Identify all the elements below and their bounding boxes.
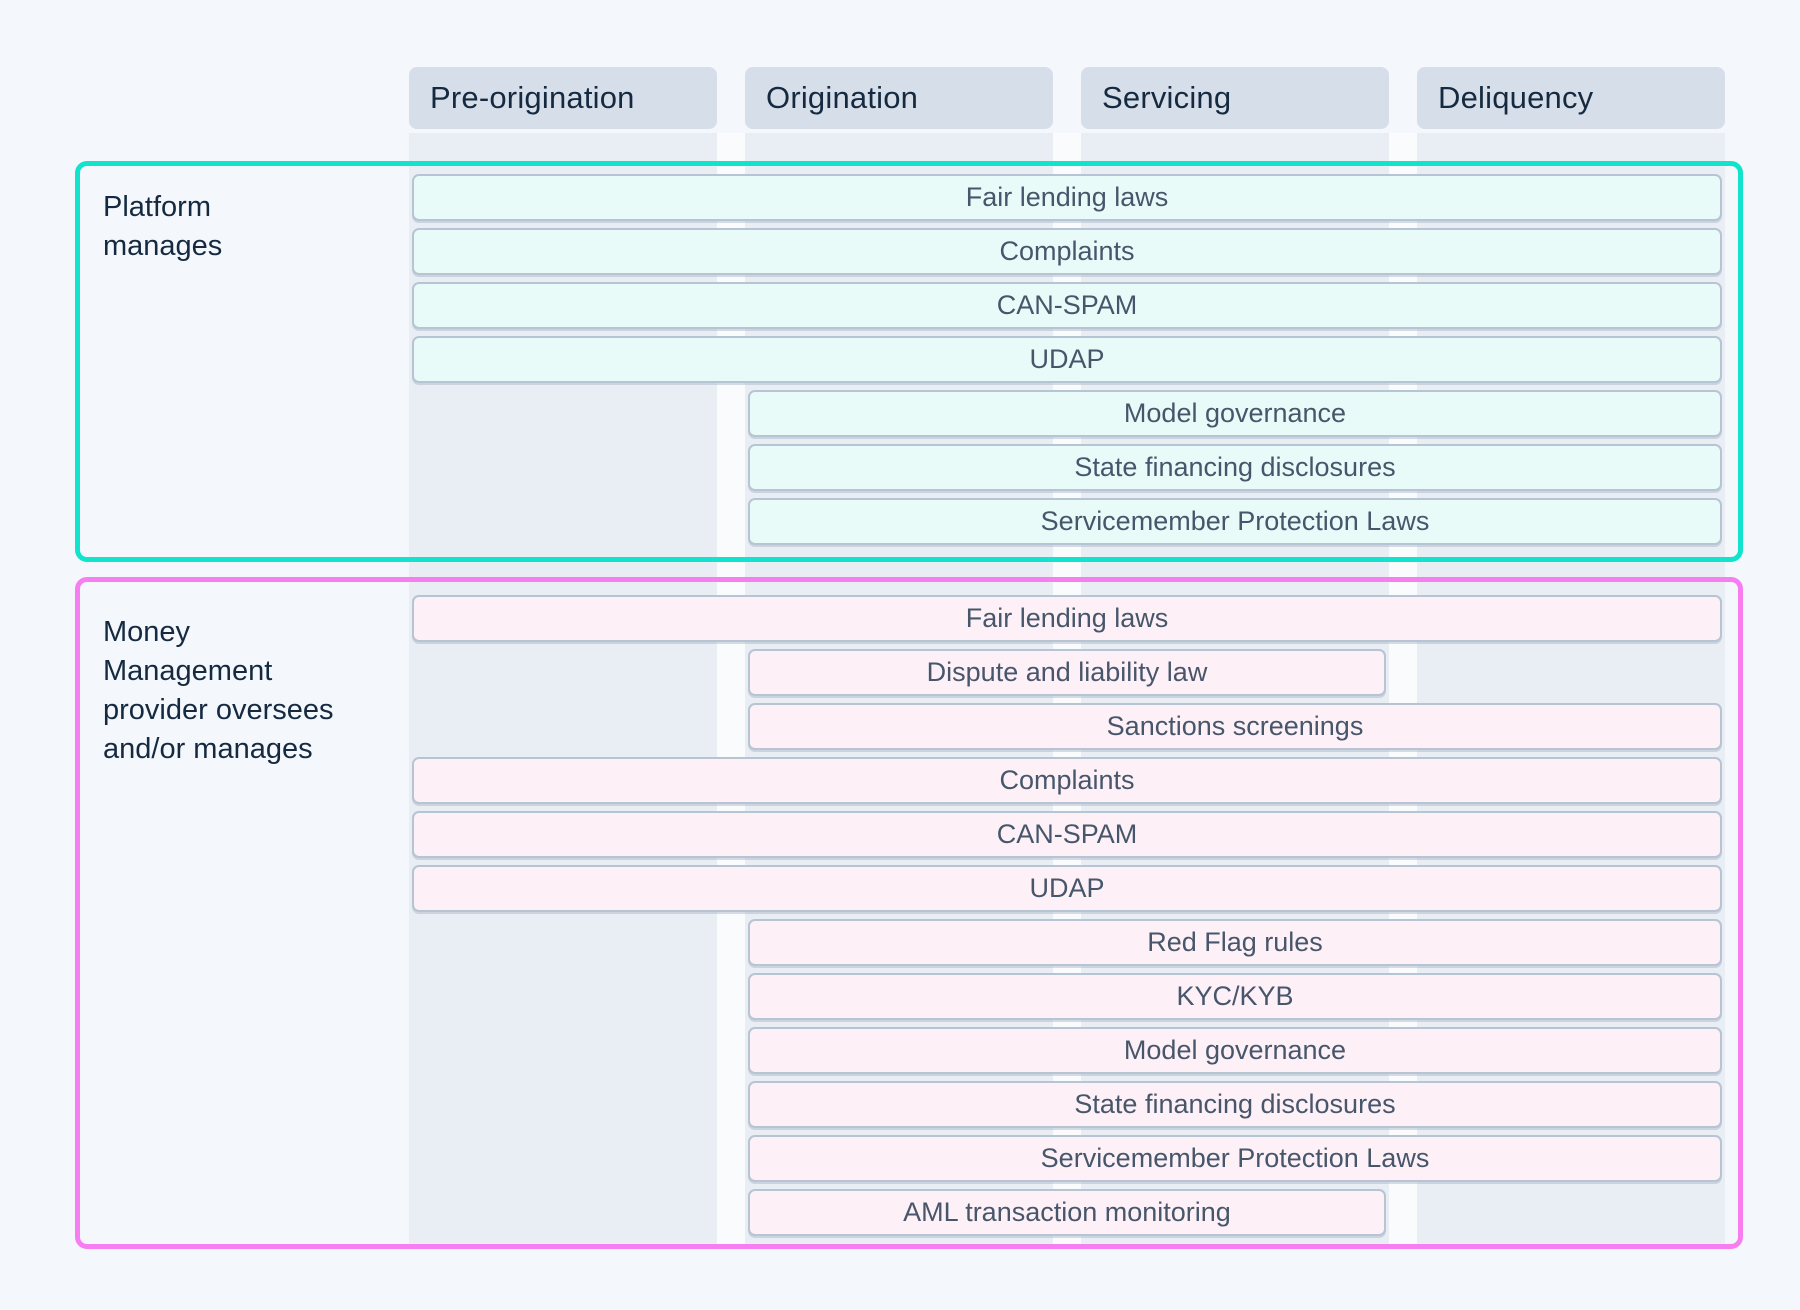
column-header-deliquency: Deliquency <box>1417 67 1725 129</box>
bar-complaints: Complaints <box>412 757 1722 804</box>
bar-aml-transaction-monitoring: AML transaction monitoring <box>748 1189 1386 1236</box>
bar-red-flag-rules: Red Flag rules <box>748 919 1722 966</box>
column-header-origination: Origination <box>745 67 1053 129</box>
bar-state-financing-disclosures: State financing disclosures <box>748 1081 1722 1128</box>
section-box-money-management-provider <box>75 577 1743 1249</box>
bar-complaints: Complaints <box>412 228 1722 275</box>
bar-fair-lending-laws: Fair lending laws <box>412 174 1722 221</box>
bar-dispute-and-liability-law: Dispute and liability law <box>748 649 1386 696</box>
bar-fair-lending-laws: Fair lending laws <box>412 595 1722 642</box>
section-label-money-management-provider: Money Management provider oversees and/o… <box>103 616 334 765</box>
bar-state-financing-disclosures: State financing disclosures <box>748 444 1722 491</box>
bar-servicemember-protection-laws: Servicemember Protection Laws <box>748 498 1722 545</box>
column-header-pre-origination: Pre-origination <box>409 67 717 129</box>
column-header-servicing: Servicing <box>1081 67 1389 129</box>
bar-udap: UDAP <box>412 336 1722 383</box>
section-box-platform-manages <box>75 161 1743 562</box>
bar-servicemember-protection-laws: Servicemember Protection Laws <box>748 1135 1722 1182</box>
bar-model-governance: Model governance <box>748 1027 1722 1074</box>
bar-model-governance: Model governance <box>748 390 1722 437</box>
bar-kyc-kyb: KYC/KYB <box>748 973 1722 1020</box>
bar-udap: UDAP <box>412 865 1722 912</box>
bar-can-spam: CAN-SPAM <box>412 811 1722 858</box>
bar-can-spam: CAN-SPAM <box>412 282 1722 329</box>
bar-sanctions-screenings: Sanctions screenings <box>748 703 1722 750</box>
section-label-platform-manages: Platform manages <box>103 191 223 262</box>
